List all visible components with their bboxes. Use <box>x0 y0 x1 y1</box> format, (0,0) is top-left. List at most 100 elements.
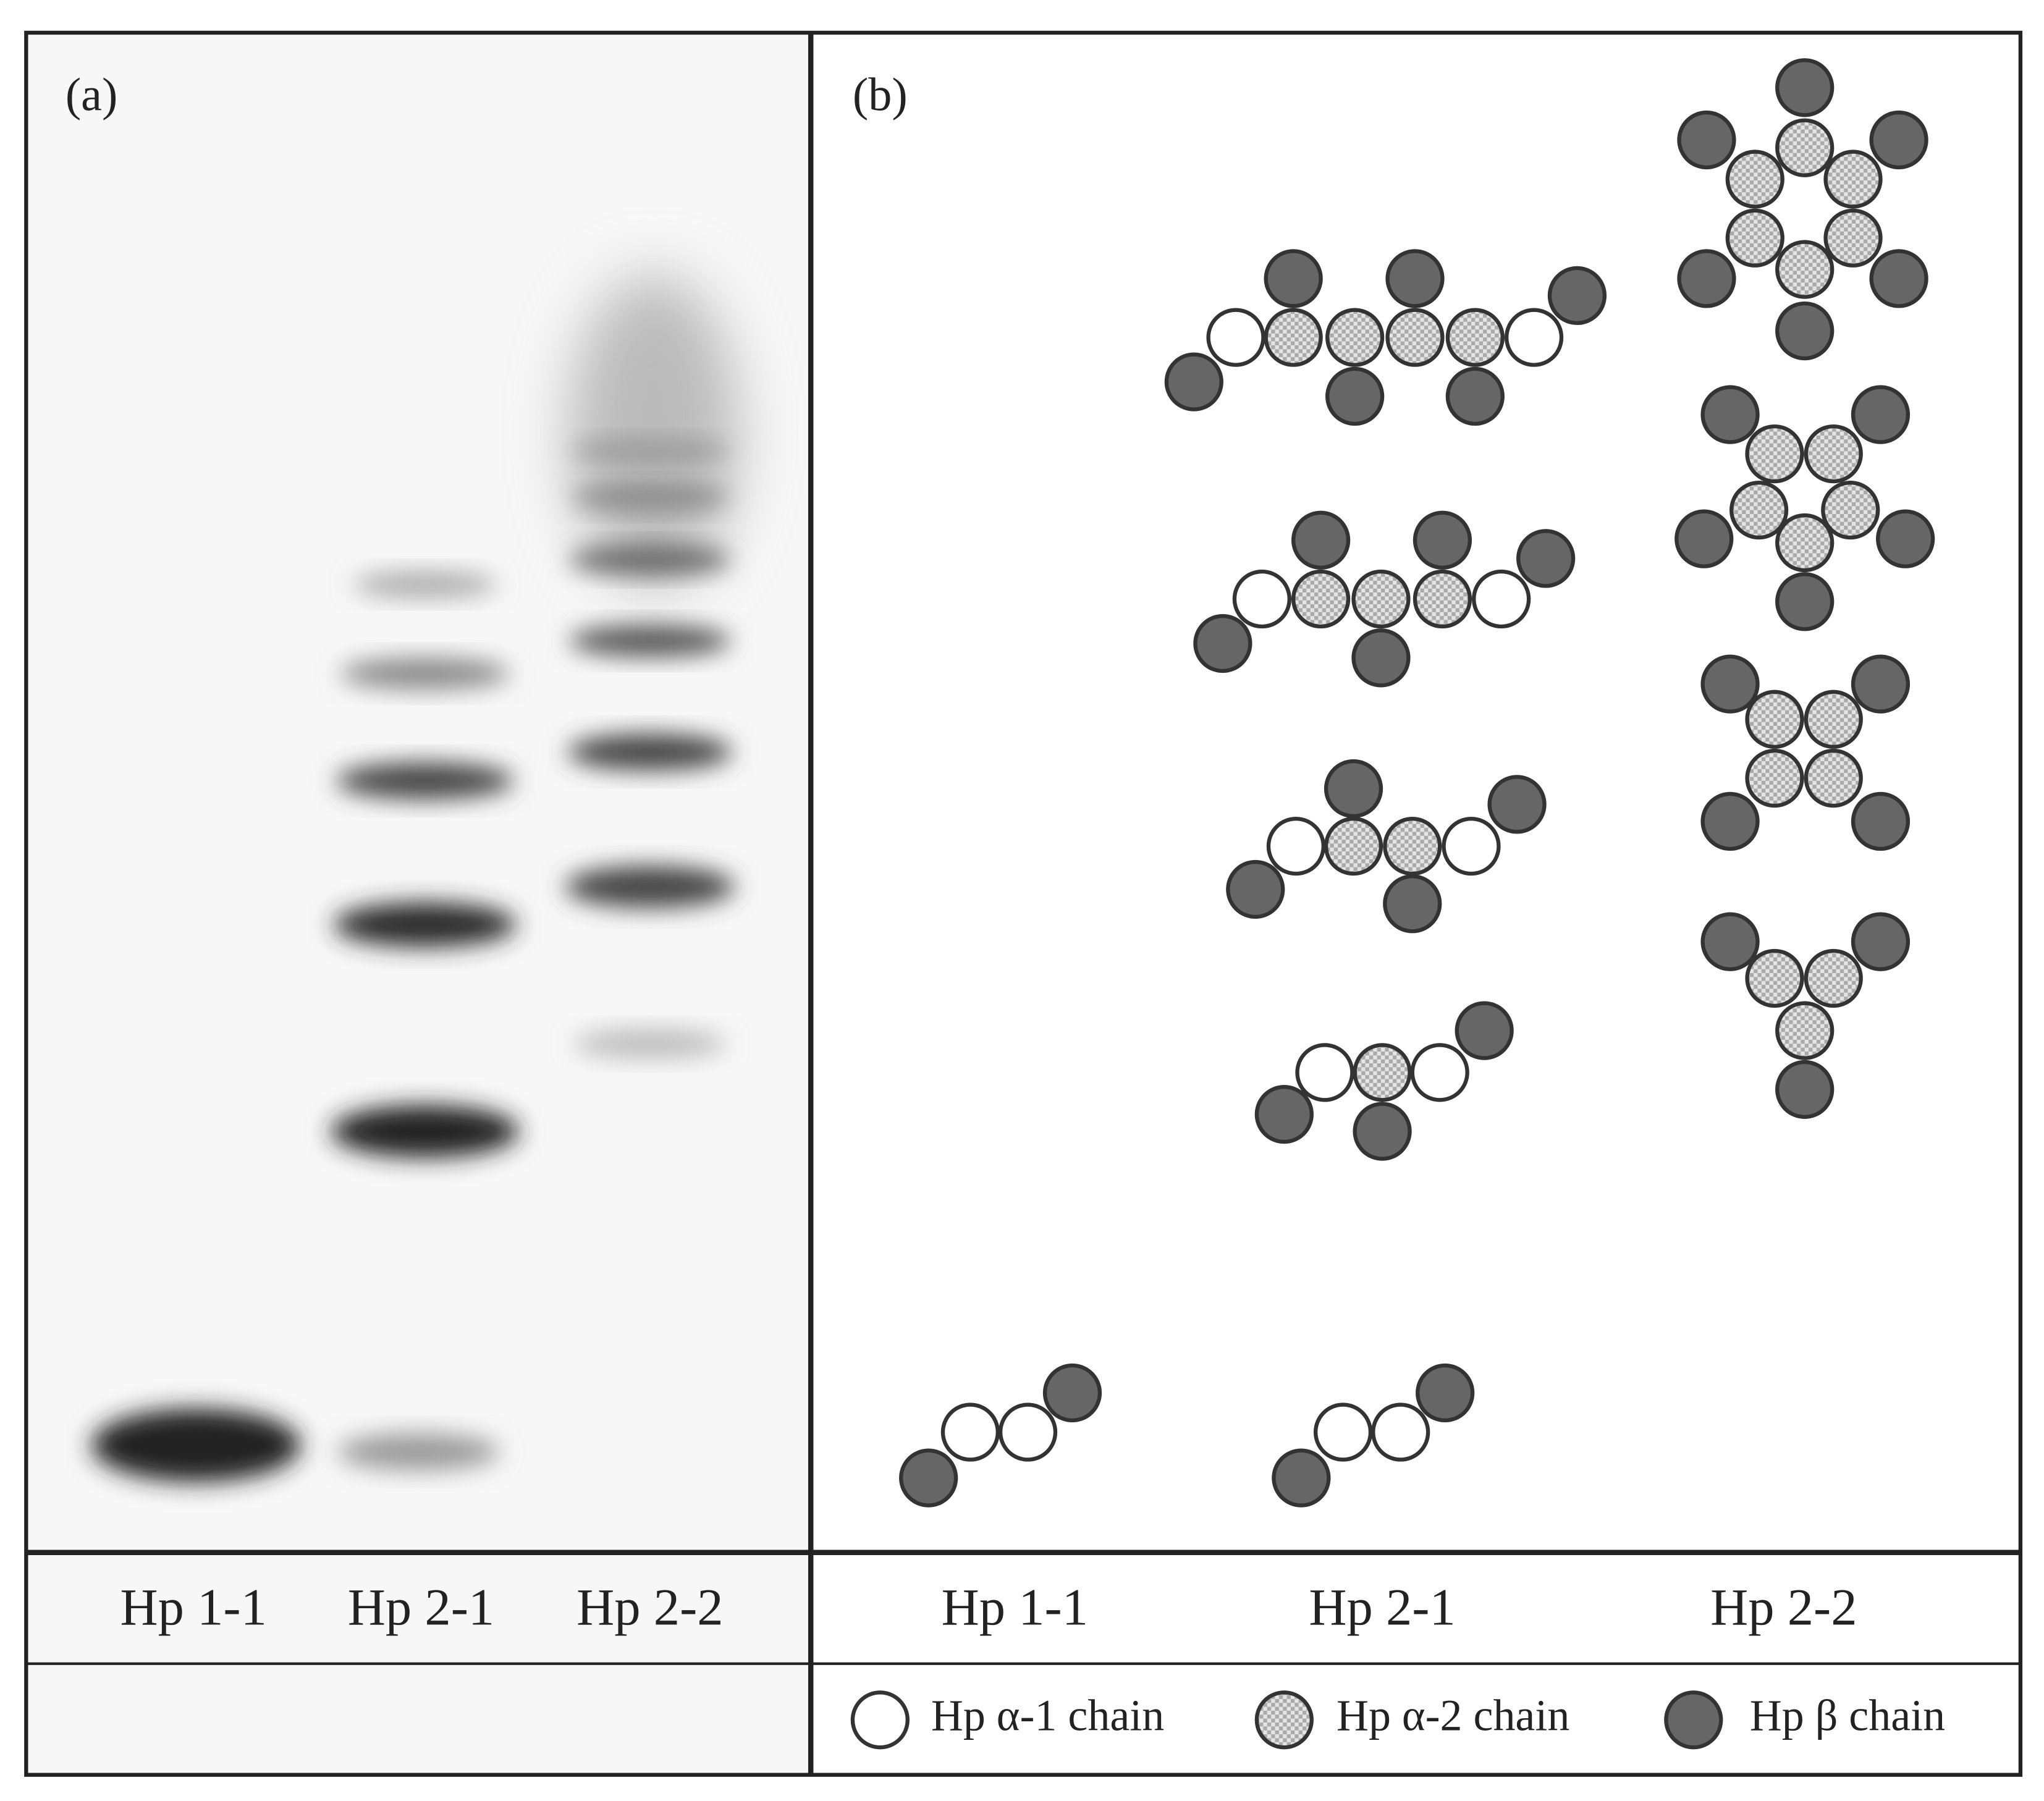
gel-band <box>571 439 728 463</box>
legend-swatch <box>850 1690 910 1750</box>
outer-border <box>24 30 2023 1777</box>
alpha1-chain <box>1206 308 1265 367</box>
lane-label: Hp 1-1 <box>120 1579 267 1637</box>
panel-label: (a) <box>65 69 118 120</box>
beta-chain <box>1677 249 1736 308</box>
alpha2-chain <box>1775 1001 1835 1060</box>
alpha2-chain <box>1264 308 1323 367</box>
gel-image <box>26 32 811 1775</box>
beta-chain <box>1677 110 1736 170</box>
alpha2-chain <box>1745 948 1804 1008</box>
alpha2-chain <box>1413 569 1472 629</box>
beta-chain <box>1351 628 1411 688</box>
alpha2-chain <box>1804 424 1863 484</box>
beta-chain <box>1876 509 1935 568</box>
beta-chain <box>1674 509 1734 568</box>
alpha1-chain <box>1472 569 1531 629</box>
molecule <box>1700 912 1911 1120</box>
molecule <box>1272 1363 1475 1508</box>
gel-band <box>91 1408 301 1482</box>
alpha1-chain <box>940 1402 1000 1462</box>
lane-label: Hp 2-1 <box>348 1579 494 1637</box>
lane-label: Hp 2-2 <box>1710 1579 1857 1637</box>
gel-band <box>353 572 497 598</box>
gel-band <box>333 902 517 947</box>
beta-chain <box>1353 1102 1412 1161</box>
beta-chain <box>1851 912 1911 971</box>
beta-chain <box>1775 301 1835 361</box>
lane-label: Hp 2-1 <box>1309 1579 1455 1637</box>
gel-smear <box>568 274 739 589</box>
legend-swatch <box>1664 1690 1723 1750</box>
molecules <box>899 58 1935 1508</box>
lane-label: Hp 2-2 <box>576 1579 723 1637</box>
alpha1-chain <box>1266 817 1326 876</box>
alpha2-chain <box>1385 308 1445 367</box>
legend-label: Hp α-1 chain <box>931 1690 1164 1740</box>
alpha2-chain <box>1804 948 1863 1008</box>
alpha2-chain <box>1745 690 1804 749</box>
gel-band <box>336 762 514 799</box>
alpha1-chain <box>1442 817 1501 876</box>
beta-chain <box>1272 1448 1331 1508</box>
alpha2-chain <box>1745 748 1804 808</box>
beta-chain <box>1547 266 1607 326</box>
molecule <box>1193 510 1576 688</box>
panel-label: (b) <box>853 69 908 120</box>
beta-chain <box>1383 874 1442 934</box>
beta-chain <box>1487 775 1547 834</box>
alpha2-chain <box>1804 690 1863 749</box>
alpha2-chain <box>1775 118 1835 177</box>
beta-chain <box>1042 1363 1102 1423</box>
beta-chain <box>1416 1363 1475 1423</box>
molecule <box>1254 1001 1514 1161</box>
beta-chain <box>899 1448 958 1508</box>
alpha1-chain <box>1295 1043 1354 1102</box>
beta-chain <box>1325 366 1385 426</box>
gel-band <box>340 657 510 690</box>
legend-swatch <box>1254 1690 1314 1750</box>
alpha2-chain <box>1725 208 1784 268</box>
legend-label: Hp β chain <box>1750 1690 1945 1740</box>
alpha2-chain <box>1445 308 1505 367</box>
beta-chain <box>1851 385 1911 444</box>
alpha2-chain <box>1351 569 1411 629</box>
alpha1-chain <box>1504 308 1564 367</box>
alpha2-chain <box>1775 240 1835 299</box>
alpha2-chain <box>1324 817 1383 876</box>
gel-band <box>565 866 735 908</box>
beta-chain <box>1700 385 1760 444</box>
beta-chain <box>1226 859 1285 919</box>
alpha2-chain <box>1353 1043 1412 1102</box>
alpha2-chain <box>1823 208 1883 268</box>
beta-chain <box>1164 352 1223 411</box>
gel-band <box>331 1105 520 1158</box>
alpha1-chain <box>1232 569 1291 629</box>
beta-chain <box>1291 510 1351 570</box>
alpha1-chain <box>1313 1402 1373 1462</box>
gel-band <box>571 484 728 510</box>
alpha2-chain <box>1291 569 1351 629</box>
molecule <box>899 1363 1102 1508</box>
beta-chain <box>1700 791 1760 851</box>
beta-chain <box>1254 1084 1314 1144</box>
gel-band <box>337 1433 500 1470</box>
beta-chain <box>1851 654 1911 714</box>
beta-chain <box>1869 110 1928 170</box>
gel-band <box>568 545 732 575</box>
beta-chain <box>1413 510 1472 570</box>
alpha2-chain <box>1745 424 1804 484</box>
alpha2-chain <box>1821 480 1880 540</box>
beta-chain <box>1851 791 1911 851</box>
alpha2-chain <box>1804 748 1863 808</box>
beta-chain <box>1445 366 1505 426</box>
beta-chain <box>1264 249 1323 308</box>
beta-chain <box>1324 759 1383 819</box>
beta-chain <box>1385 249 1445 308</box>
beta-chain <box>1700 912 1760 971</box>
molecule <box>1164 249 1607 426</box>
beta-chain <box>1516 529 1576 588</box>
alpha2-chain <box>1383 817 1442 876</box>
